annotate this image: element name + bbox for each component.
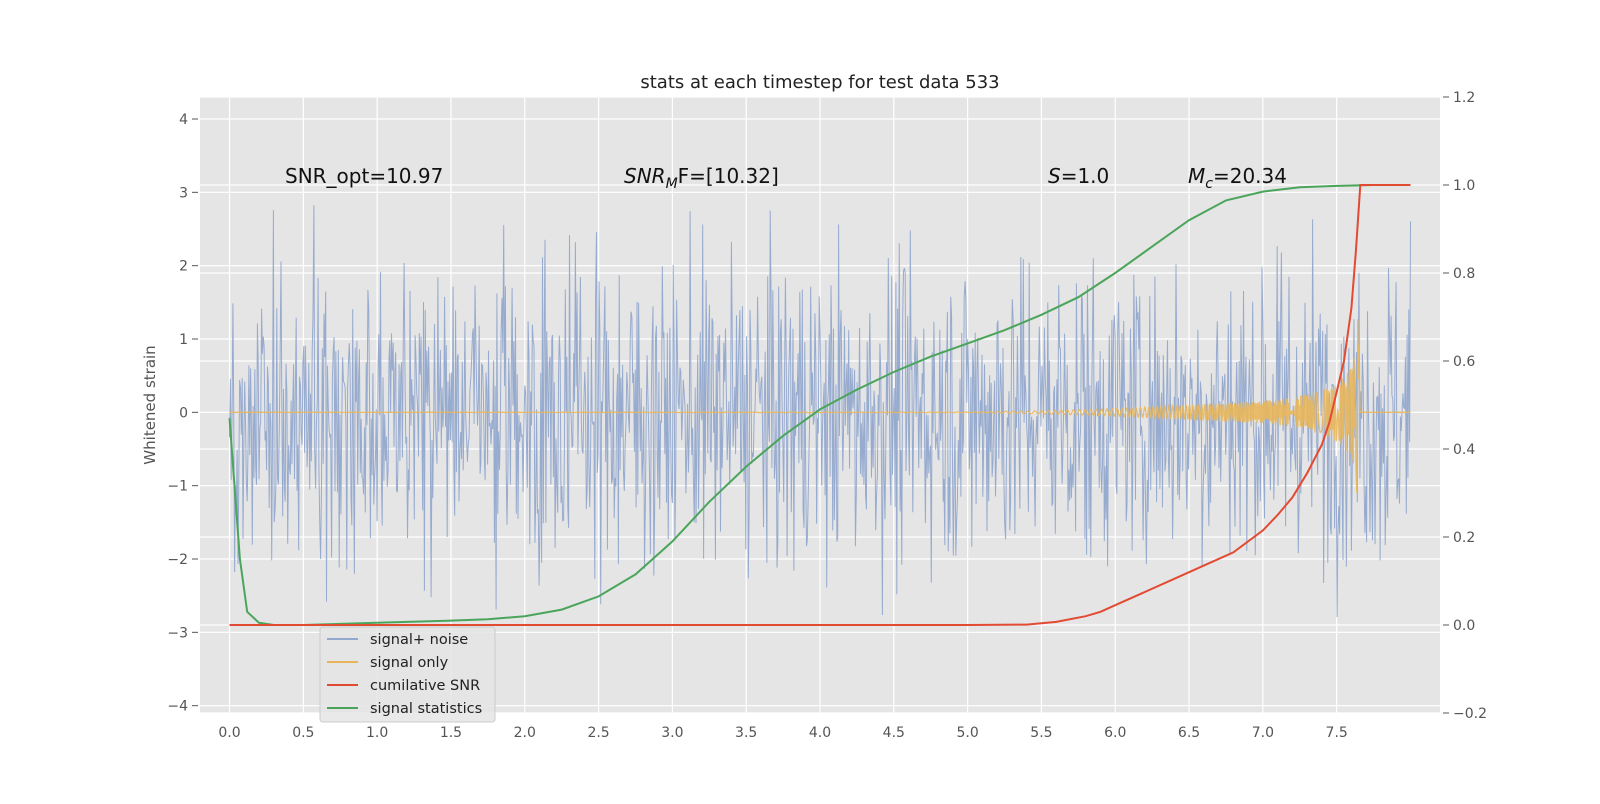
y2-tick-label: 0.2 <box>1453 530 1475 546</box>
signal-only-series <box>229 319 1411 493</box>
legend-box <box>319 626 496 723</box>
signal-statistics-line <box>228 184 1411 626</box>
y-tick-label: −3 <box>167 625 188 641</box>
x-tick-label: 2.0 <box>514 725 536 741</box>
x-tick-label: 1.0 <box>366 725 388 741</box>
y-tick-label: 4 <box>179 112 188 128</box>
x-tick-label: 3.0 <box>661 725 683 741</box>
annotation-s-italic: S <box>1048 164 1061 188</box>
legend-label-cumulative-snr: cumilative SNR <box>370 678 480 694</box>
y2-tick-label: 1.0 <box>1453 178 1475 194</box>
x-tick-label: 6.5 <box>1178 725 1200 741</box>
x-tick-label: 5.5 <box>1030 725 1052 741</box>
annotation-s: S=1.0 <box>1048 164 1109 188</box>
annotation-s-rest: =1.0 <box>1061 164 1110 188</box>
x-tick-label: 0.0 <box>218 725 240 741</box>
cumulative-snr-line <box>229 184 1411 626</box>
signal-noise-line <box>229 205 1411 618</box>
y2-tick-label: 0.0 <box>1453 618 1475 634</box>
x-tick-label: 3.5 <box>735 725 757 741</box>
chart-title: stats at each timestep for test data 533 <box>640 72 999 93</box>
x-tick-label: 2.5 <box>587 725 609 741</box>
signal-noise-series <box>229 205 1411 618</box>
line-series <box>228 184 1411 626</box>
y-axis-label: Whitened strain <box>141 345 159 464</box>
y2-tick-label: 1.2 <box>1453 90 1475 106</box>
x-tick-label: 5.0 <box>956 725 978 741</box>
y-tick-label: −2 <box>167 552 188 568</box>
y-tick-label: −4 <box>167 699 188 715</box>
x-tick-label: 1.5 <box>440 725 462 741</box>
y-tick-label: 3 <box>179 185 188 201</box>
y-tick-label: 0 <box>179 405 188 421</box>
annotation-snr-mf: SNRMF=[10.32] <box>624 164 779 192</box>
y-tick-label: 2 <box>179 259 188 275</box>
annotation-mc-sub: c <box>1205 176 1213 192</box>
x-tick-label: 0.5 <box>292 725 314 741</box>
annotation-mc-main: M <box>1188 164 1205 188</box>
annotation-snr-mf-rest: F=[10.32] <box>678 164 779 188</box>
y2-tick-label: 0.4 <box>1453 442 1475 458</box>
x-tick-label: 7.5 <box>1326 725 1348 741</box>
y-tick-label: −1 <box>167 479 188 495</box>
legend-label-signal-only: signal only <box>370 655 449 671</box>
legend-label-signal-statistics: signal statistics <box>370 701 482 717</box>
legend-label-signal-noise: signal+ noise <box>370 632 468 648</box>
axis-ticks: 0.0 0.5 1.0 1.5 2.0 2.5 3.0 3.5 4.0 4.5 5.0 5.5 6.0 6… <box>167 90 1487 741</box>
annotation-mc: Mc=20.34 <box>1188 164 1287 192</box>
y2-tick-label: 0.8 <box>1453 266 1475 282</box>
annotation-mc-rest: =20.34 <box>1213 164 1287 188</box>
annotation-snr-mf-main: SNR <box>624 164 666 188</box>
signal-only-line <box>229 319 1411 493</box>
annotation-snr-mf-sub: M <box>666 176 678 192</box>
x-tick-label: 6.0 <box>1104 725 1126 741</box>
x-tick-label: 7.0 <box>1252 725 1274 741</box>
legend: signal+ noise signal only cumilative SNR… <box>319 626 496 723</box>
annotation-snr-opt: SNR_opt=10.97 <box>285 164 443 188</box>
x-tick-label: 4.0 <box>809 725 831 741</box>
y2-tick-label: 0.6 <box>1453 354 1475 370</box>
y-tick-label: 1 <box>179 332 188 348</box>
x-tick-label: 4.5 <box>883 725 905 741</box>
y2-tick-label: −0.2 <box>1453 706 1487 722</box>
